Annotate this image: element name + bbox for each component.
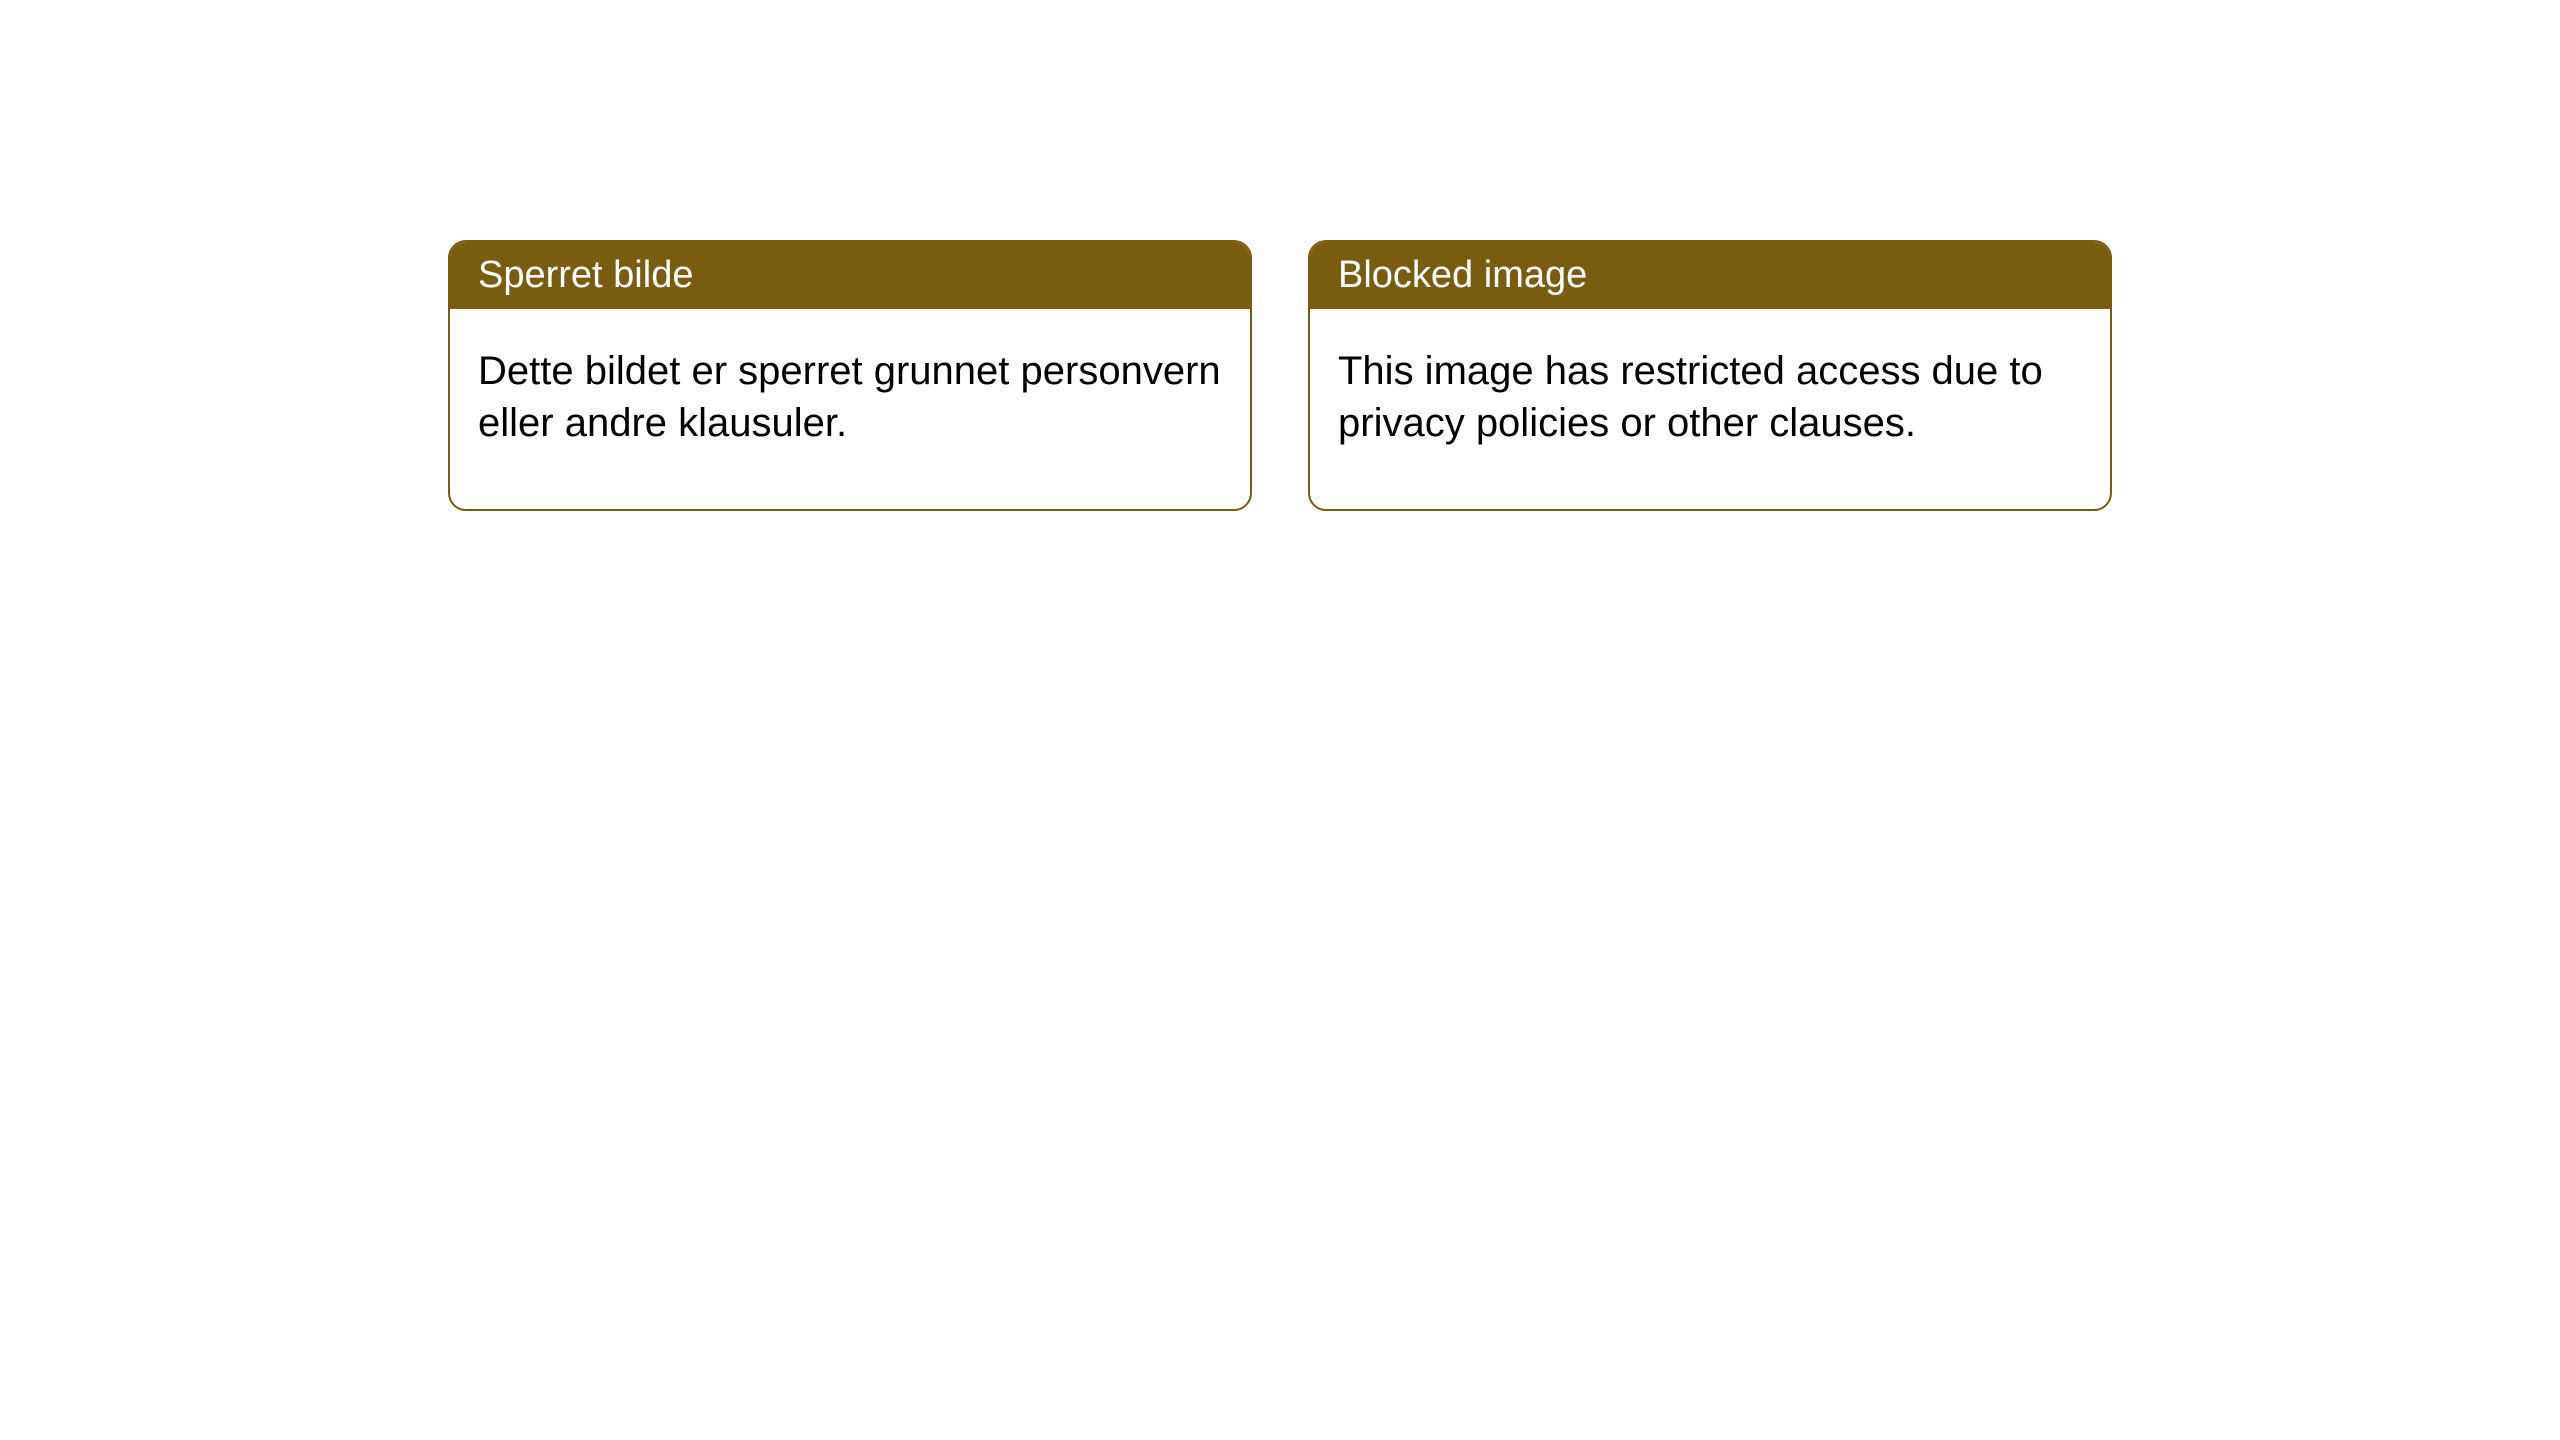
card-english: Blocked image This image has restricted … [1308,240,2112,511]
card-norwegian: Sperret bilde Dette bildet er sperret gr… [448,240,1252,511]
cards-container: Sperret bilde Dette bildet er sperret gr… [448,240,2560,511]
card-title: Blocked image [1310,242,2110,309]
card-body: This image has restricted access due to … [1310,309,2110,509]
card-body: Dette bildet er sperret grunnet personve… [450,309,1250,509]
card-title: Sperret bilde [450,242,1250,309]
